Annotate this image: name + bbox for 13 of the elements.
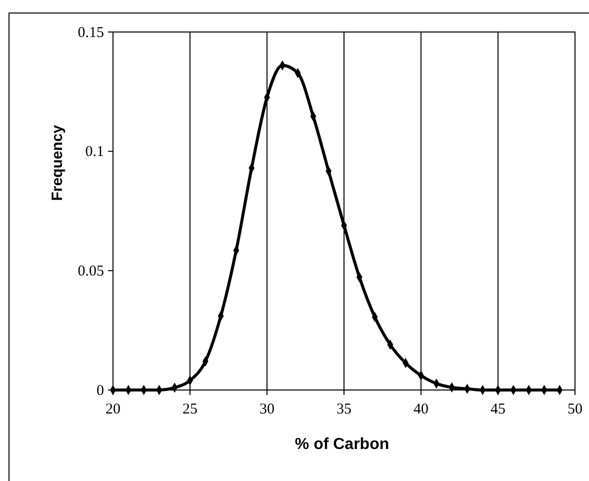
x-tick-label: 20 (106, 402, 120, 418)
x-tick-label: 50 (568, 402, 582, 418)
x-tick-label: 35 (336, 402, 352, 418)
x-tick-label: 45 (490, 402, 506, 418)
x-axis-title: % of Carbon (294, 436, 390, 453)
y-tick-label: 0.05 (78, 263, 104, 280)
y-tick-label: 0.1 (85, 144, 104, 160)
x-tick-label: 30 (260, 402, 274, 418)
x-tick-label: 25 (182, 402, 198, 418)
y-tick-label: 0.15 (78, 24, 104, 41)
x-tick-label: 40 (414, 402, 428, 418)
y-axis-title: Frequency (49, 124, 66, 201)
y-tick-label: 0 (96, 382, 104, 399)
